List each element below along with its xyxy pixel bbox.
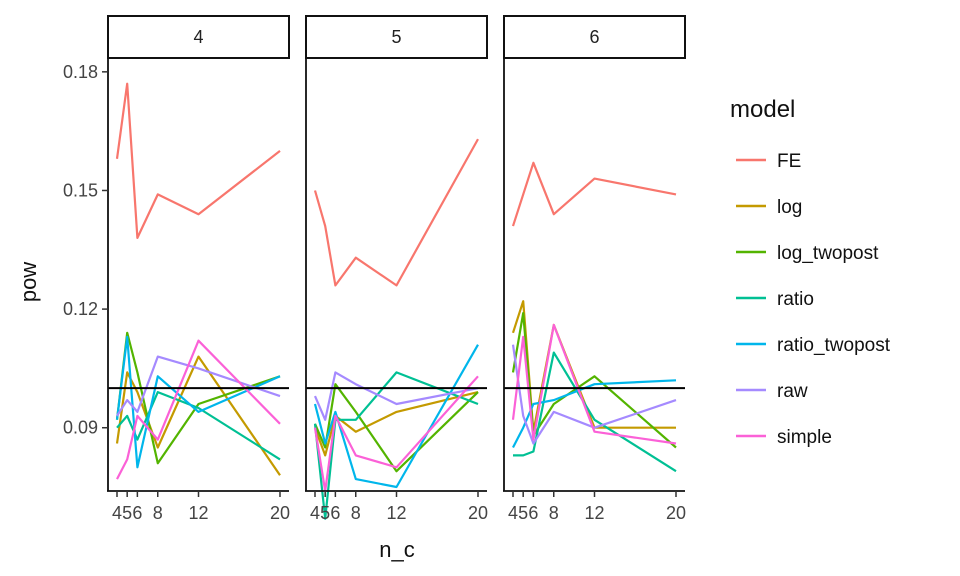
- series-line-raw: [511, 344, 677, 445]
- y-tick-label: 0.12: [63, 299, 98, 319]
- legend-label: log: [777, 197, 802, 218]
- legend-label: ratio_twopost: [777, 335, 891, 356]
- series-line-ratio_twopost: [512, 379, 677, 449]
- series-line-simple: [116, 339, 281, 480]
- series-line-raw: [313, 371, 479, 421]
- y-axis-title: pow: [16, 262, 41, 302]
- series-line-FE: [115, 82, 281, 239]
- y-tick-label: 0.18: [63, 62, 98, 82]
- legend-item-log: log: [736, 197, 802, 218]
- x-tick-label: 20: [270, 503, 290, 523]
- legend-label: simple: [777, 427, 832, 448]
- panel-5: 54 5 6 8 12 20: [305, 15, 488, 523]
- legend-item-log_twopost: log_twopost: [736, 243, 879, 264]
- legend-item-raw: raw: [736, 381, 808, 402]
- panel-4: 44 5 6 8 12 200.090.120.150.18: [63, 15, 290, 523]
- x-tick-label: 6: [132, 503, 142, 523]
- x-tick-label: 12: [386, 503, 406, 523]
- series-line-simple: [313, 375, 479, 493]
- x-tick-label: 8: [153, 503, 163, 523]
- y-tick-label: 0.15: [63, 180, 98, 200]
- series-line-log: [115, 355, 281, 476]
- legend-label: raw: [777, 381, 808, 402]
- strip-label: 4: [193, 27, 203, 47]
- x-tick-label: 5: [320, 503, 330, 523]
- series-line-log: [313, 391, 479, 457]
- x-tick-label: 12: [584, 503, 604, 523]
- x-tick-label: 6: [330, 503, 340, 523]
- y-tick-label: 0.09: [63, 418, 98, 438]
- series-line-ratio: [313, 371, 479, 520]
- x-tick-label: 20: [468, 503, 488, 523]
- legend-item-simple: simple: [736, 427, 832, 448]
- x-tick-label: 4: [310, 503, 320, 523]
- strip-label: 6: [589, 27, 599, 47]
- legend-label: FE: [777, 151, 801, 172]
- series-line-ratio_twopost: [313, 344, 479, 489]
- x-tick-label: 6: [528, 503, 538, 523]
- strip-label: 5: [391, 27, 401, 47]
- series-line-ratio: [116, 391, 281, 461]
- x-tick-label: 8: [549, 503, 559, 523]
- x-tick-label: 20: [666, 503, 686, 523]
- series-line-raw: [116, 355, 281, 417]
- legend-title: model: [730, 96, 795, 123]
- x-tick-label: 4: [508, 503, 518, 523]
- series-line-FE: [511, 161, 677, 227]
- x-tick-label: 12: [188, 503, 208, 523]
- series-line-log_twopost: [313, 383, 479, 473]
- series-line-simple: [511, 323, 677, 445]
- series-line-ratio_twopost: [115, 335, 281, 469]
- x-axis-title: n_c: [379, 537, 414, 562]
- strip-box: [107, 15, 290, 59]
- x-tick-label: 5: [122, 503, 132, 523]
- panel-6: 64 5 6 8 12 20: [503, 15, 686, 523]
- legend-item-ratio: ratio: [736, 289, 814, 310]
- series-line-FE: [313, 138, 479, 287]
- legend-label: ratio: [777, 289, 814, 310]
- legend-item-FE: FE: [736, 151, 801, 172]
- strip-box: [305, 15, 488, 59]
- legend-label: log_twopost: [777, 243, 879, 264]
- legend-item-ratio_twopost: ratio_twopost: [736, 335, 891, 356]
- strip-box: [503, 15, 686, 59]
- x-tick-label: 4: [112, 503, 122, 523]
- x-tick-label: 8: [351, 503, 361, 523]
- x-tick-label: 5: [518, 503, 528, 523]
